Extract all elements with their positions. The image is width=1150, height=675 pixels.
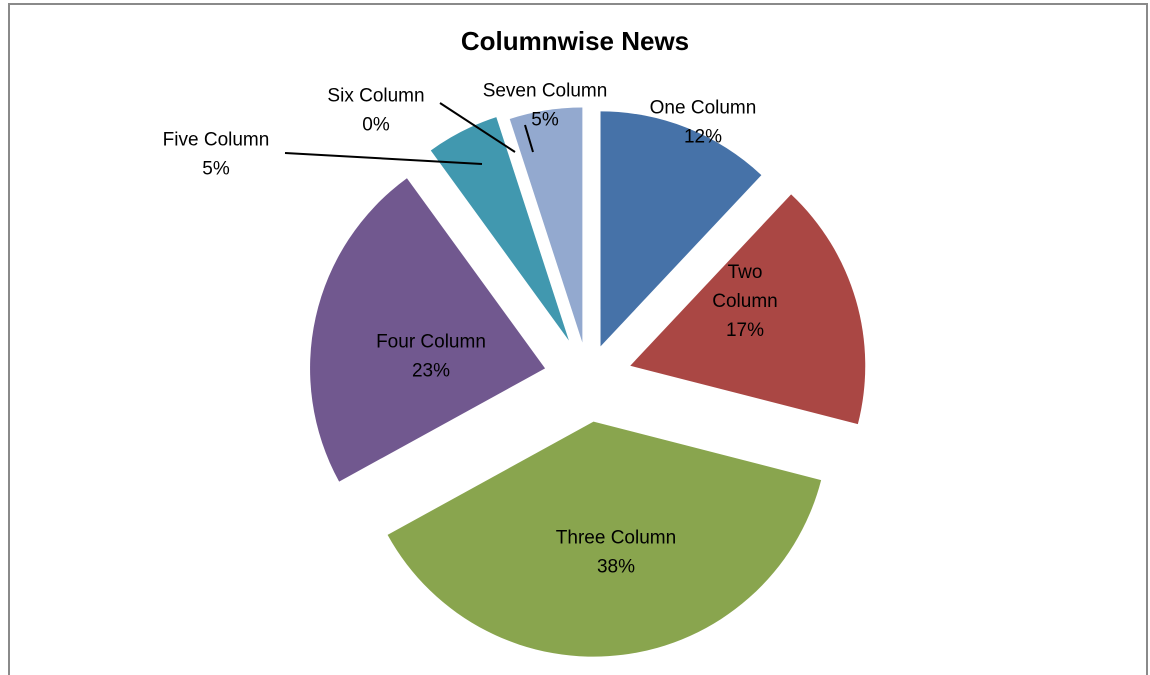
chart-title: Columnwise News	[460, 26, 690, 56]
data-label-one-column: One Column 12%	[650, 98, 757, 148]
pie-slice-two-column	[630, 194, 866, 425]
leader-line-six-column	[439, 102, 516, 153]
data-label-seven-column: Seven Column 5%	[483, 81, 608, 131]
leader-line-seven-column	[524, 124, 534, 153]
pie-slice-one-column	[600, 111, 762, 347]
pie-slice-five-column	[430, 117, 569, 341]
data-label-five-column: Five Column 5%	[163, 130, 270, 180]
pie-slice-seven-column	[509, 107, 583, 343]
data-label-six-column: Six Column 0%	[327, 86, 424, 136]
data-label-two-column: Two Column 17%	[712, 262, 777, 341]
data-label-four-column: Four Column 23%	[376, 332, 486, 382]
leader-line-five-column	[284, 152, 483, 165]
pie-slice-four-column	[310, 178, 546, 482]
pie-slice-three-column	[387, 421, 822, 657]
data-label-three-column: Three Column 38%	[556, 528, 676, 578]
